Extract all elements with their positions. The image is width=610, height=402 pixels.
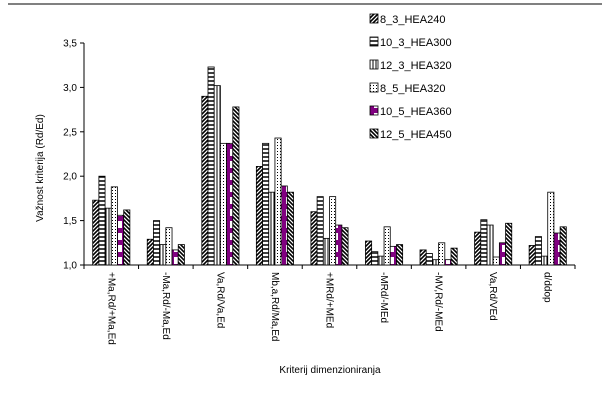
bar-12_3_HEA320-2 <box>213 85 221 266</box>
legend: 8_3_HEA240 10_3_HEA300 12_3_HEA320 8_5_HEA3… <box>369 13 452 141</box>
legend-swatch <box>369 82 379 93</box>
bar-8_5_HEA320-6 <box>438 242 446 266</box>
bar-8_3_HEA240-5 <box>365 240 373 266</box>
legend-label: 12_5_HEA450 <box>380 129 452 141</box>
bar-12_3_HEA320-1 <box>159 244 167 266</box>
y-axis-label: Važnost kriterija (Rd/Ed) <box>35 114 46 222</box>
y-tick-label: 2,0 <box>63 172 77 183</box>
bar-12_3_HEA320-3 <box>268 191 276 266</box>
y-tick-label: 2,5 <box>63 127 77 138</box>
bar-10_5_HEA360-2 <box>226 142 234 266</box>
bar-12_3_HEA320-8 <box>541 255 549 266</box>
y-tick-label: 1,5 <box>63 216 77 227</box>
bar-12_5_HEA450-0 <box>123 209 131 266</box>
bar-8_3_HEA240-7 <box>474 231 482 266</box>
bar-12_3_HEA320-6 <box>432 259 440 266</box>
bar-10_5_HEA360-4 <box>335 224 343 266</box>
bar-10_5_HEA360-6 <box>444 259 452 266</box>
x-tick-label: Va,Rd/Va,Ed <box>214 272 225 328</box>
x-tick-label: +Ma,Rd/+Ma,Ed <box>105 272 116 345</box>
bar-10_5_HEA360-7 <box>498 242 506 266</box>
bar-8_3_HEA240-1 <box>146 238 154 266</box>
bar-8_5_HEA320-0 <box>110 186 118 266</box>
bar-10_3_HEA300-5 <box>371 251 379 266</box>
bar-8_3_HEA240-6 <box>419 249 427 266</box>
bar-8_5_HEA320-8 <box>547 191 555 266</box>
bar-12_5_HEA450-5 <box>396 244 404 266</box>
y-tick-label: 3,0 <box>63 83 77 94</box>
bar-10_5_HEA360-5 <box>389 245 397 266</box>
bar-12_5_HEA450-6 <box>450 247 458 266</box>
y-tick-label: 1,0 <box>63 261 77 272</box>
legend-swatch <box>369 59 379 70</box>
legend-swatch <box>369 128 379 139</box>
x-tick-labels: +Ma,Rd/+Ma,Ed -Ma,Rd/-Ma,Ed Va,Rd/Va,Ed Mb,… <box>105 272 552 345</box>
bar-10_3_HEA300-7 <box>480 219 488 266</box>
x-tick-label: Mb,a,Rd/Ma,Ed <box>269 272 280 341</box>
bar-10_3_HEA300-6 <box>425 253 433 266</box>
bar-12_5_HEA450-8 <box>559 226 567 266</box>
bar-10_3_HEA300-3 <box>262 142 270 266</box>
legend-label: 10_3_HEA300 <box>380 37 452 49</box>
bar-10_3_HEA300-4 <box>316 196 324 266</box>
bar-12_3_HEA320-4 <box>322 237 330 266</box>
bar-12_3_HEA320-0 <box>104 207 112 266</box>
bar-8_3_HEA240-0 <box>92 199 100 266</box>
bar-8_5_HEA320-4 <box>329 196 337 266</box>
bar-8_5_HEA320-3 <box>274 137 282 266</box>
bar-10_3_HEA300-0 <box>98 175 106 266</box>
x-tick-label: d/ddop <box>542 272 553 303</box>
bar-8_5_HEA320-1 <box>165 227 173 266</box>
bar-10_3_HEA300-1 <box>153 220 161 266</box>
legend-label: 12_3_HEA320 <box>380 60 452 72</box>
y-tick-label: 3,5 <box>63 39 77 50</box>
legend-swatch <box>369 36 379 47</box>
bar-8_3_HEA240-2 <box>201 95 209 266</box>
bar-10_5_HEA360-8 <box>553 232 561 266</box>
bar-10_5_HEA360-1 <box>171 249 179 266</box>
bar-12_3_HEA320-5 <box>377 255 385 266</box>
x-tick-label: -MRd/-MEd <box>378 272 389 323</box>
bar-10_3_HEA300-8 <box>534 236 542 266</box>
bar-12_3_HEA320-7 <box>486 224 494 266</box>
x-axis-label: Kriterij dimenzioniranja <box>279 365 381 376</box>
bar-8_3_HEA240-3 <box>255 166 263 266</box>
bar-12_5_HEA450-2 <box>232 106 240 266</box>
bar-12_5_HEA450-3 <box>286 191 294 266</box>
bar-12_5_HEA450-7 <box>505 222 513 266</box>
bar-12_5_HEA450-4 <box>341 227 349 266</box>
legend-swatch <box>369 105 379 116</box>
bar-10_5_HEA360-0 <box>117 214 125 266</box>
bar-8_5_HEA320-7 <box>492 256 500 266</box>
bar-8_5_HEA320-2 <box>219 142 227 266</box>
legend-label: 8_5_HEA320 <box>380 83 445 95</box>
x-tick-label: Va,Rd/VEd <box>487 272 498 321</box>
legend-label: 10_5_HEA360 <box>380 106 452 118</box>
bar-10_3_HEA300-2 <box>207 66 215 266</box>
y-tick-labels: 1,0 1,5 2,0 2,5 3,0 3,5 <box>63 39 77 272</box>
bar-8_3_HEA240-4 <box>310 211 318 266</box>
bars <box>92 66 567 266</box>
x-tick-label: -Ma,Rd/-Ma,Ed <box>160 272 171 340</box>
bar-10_5_HEA360-3 <box>280 185 288 266</box>
bar-8_5_HEA320-5 <box>383 226 391 266</box>
legend-label: 8_3_HEA240 <box>380 14 445 26</box>
x-tick-label: -MV,Rd/-MEd <box>433 272 444 332</box>
bar-8_3_HEA240-8 <box>528 245 536 266</box>
legend-swatch <box>369 13 379 24</box>
bar-12_5_HEA450-1 <box>177 244 185 266</box>
x-tick-label: +MRd/+MEd <box>324 272 335 328</box>
